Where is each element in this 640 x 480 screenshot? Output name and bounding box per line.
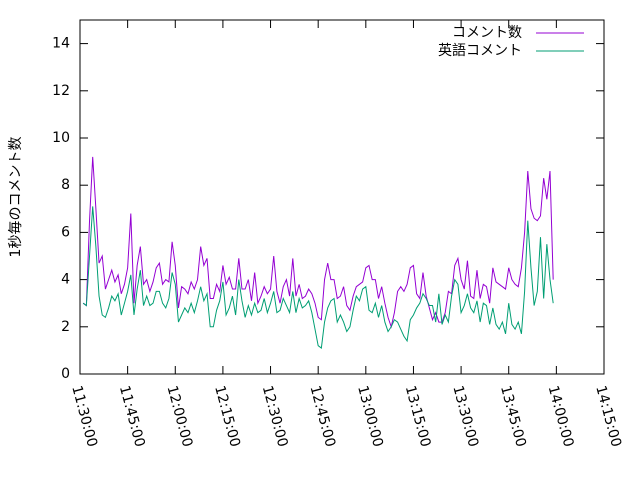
x-tick-label: 13:00:00 (354, 384, 386, 449)
legend-label: 英語コメント (438, 42, 522, 59)
plot-frame (79, 19, 605, 375)
y-tick-label: 12 (52, 83, 70, 99)
y-tick-label: 4 (61, 272, 70, 288)
y-axis-label: 1秒毎のコメント数 (8, 137, 24, 258)
x-tick-label: 14:15:00 (592, 384, 624, 449)
series-line (82, 206, 554, 349)
x-tick-label: 13:30:00 (449, 384, 481, 449)
x-tick-label: 12:30:00 (259, 384, 291, 449)
series-line (82, 156, 554, 329)
y-tick-label: 14 (52, 36, 70, 52)
x-tick-label: 11:30:00 (68, 384, 100, 449)
legend-label: コメント数 (452, 25, 522, 41)
x-tick-label: 12:00:00 (164, 384, 196, 449)
y-tick-label: 6 (61, 224, 70, 240)
y-tick-label: 10 (52, 130, 70, 146)
x-tick-label: 12:15:00 (211, 384, 243, 449)
x-tick-label: 12:45:00 (306, 384, 338, 449)
y-tick-label: 8 (61, 177, 70, 193)
y-tick-label: 2 (61, 319, 70, 335)
x-tick-label: 11:45:00 (116, 384, 148, 449)
x-tick-label: 13:15:00 (402, 384, 434, 449)
x-tick-label: 14:00:00 (545, 384, 577, 449)
y-tick-label: 0 (61, 366, 70, 382)
x-tick-label: 13:45:00 (497, 384, 529, 449)
